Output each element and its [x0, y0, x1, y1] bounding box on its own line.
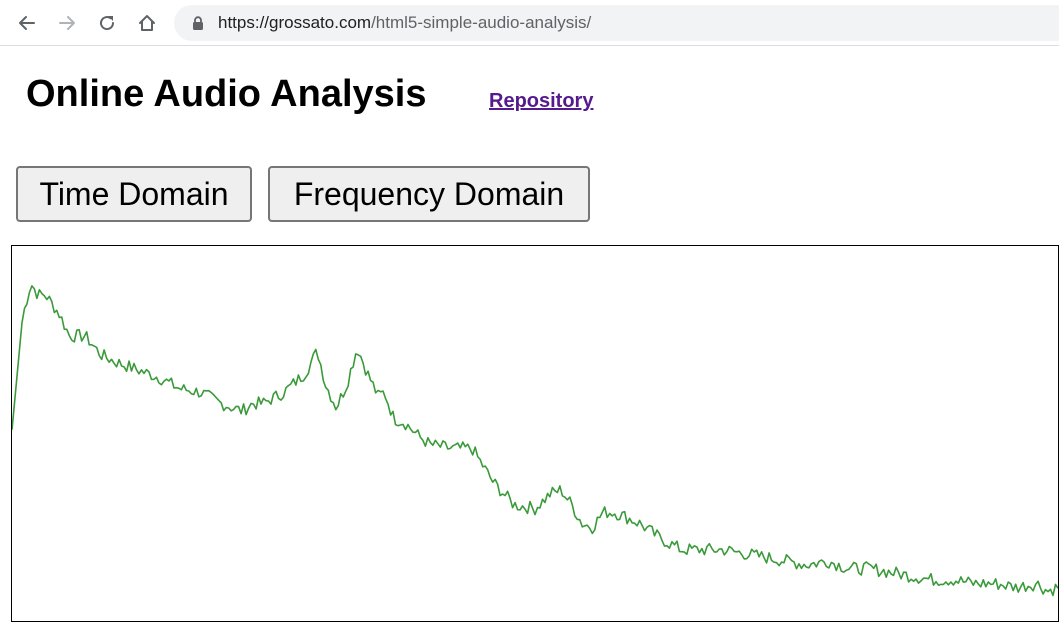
time-domain-button[interactable]: Time Domain — [16, 166, 252, 222]
reload-icon — [100, 16, 115, 31]
audio-visualization-canvas — [11, 245, 1059, 622]
lock-icon — [193, 16, 203, 30]
arrow-left-icon — [19, 16, 35, 30]
page-title: Online Audio Analysis — [26, 73, 427, 115]
url-host: https://grossato.com — [218, 13, 372, 32]
frequency-series-line — [12, 285, 1058, 597]
browser-toolbar: https://grossato.com/html5-simple-audio-… — [0, 0, 1059, 46]
reload-button[interactable] — [92, 8, 122, 38]
url-path: /html5-simple-audio-analysis/ — [371, 13, 592, 32]
frequency-domain-button[interactable]: Frequency Domain — [268, 166, 590, 222]
home-icon — [139, 15, 155, 31]
home-button[interactable] — [132, 8, 162, 38]
back-button[interactable] — [12, 8, 42, 38]
frequency-chart — [12, 285, 1058, 597]
arrow-right-icon — [59, 16, 75, 30]
url-text: https://grossato.com/html5-simple-audio-… — [218, 13, 591, 33]
repository-link[interactable]: Repository — [489, 90, 594, 112]
address-bar[interactable]: https://grossato.com/html5-simple-audio-… — [174, 5, 1059, 41]
forward-button[interactable] — [52, 8, 82, 38]
